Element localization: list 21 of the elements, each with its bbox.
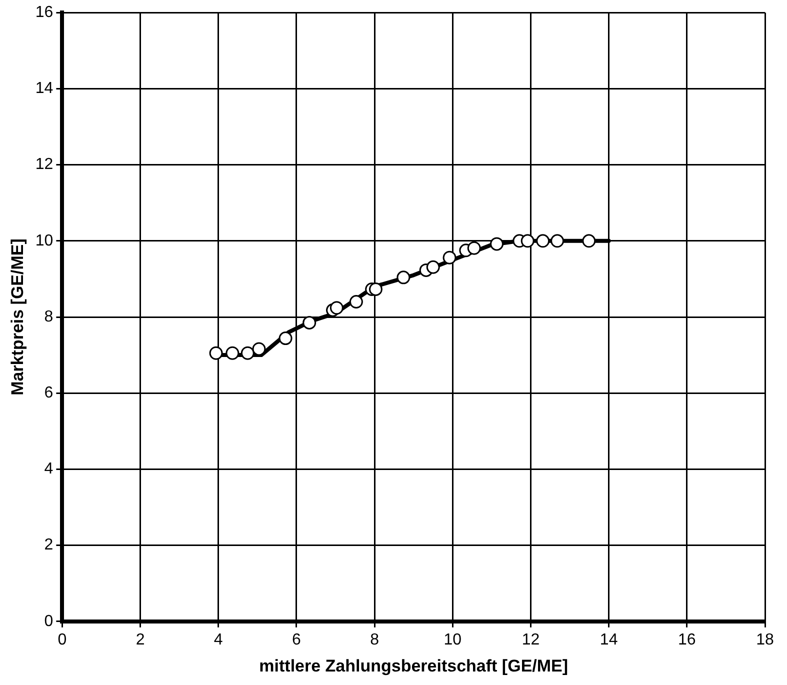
y-tick-label: 16 — [35, 4, 54, 22]
y-tick-label: 2 — [44, 536, 54, 554]
x-tick-label: 2 — [136, 631, 145, 648]
y-tick-label: 0 — [44, 612, 54, 630]
y-tick-label: 14 — [35, 80, 54, 98]
x-axis-title: mittlere Zahlungsbereitschaft [GE/ME] — [259, 656, 568, 676]
x-tick-label: 0 — [58, 631, 67, 648]
x-tick-label: 4 — [214, 631, 223, 648]
x-tick-label: 16 — [678, 631, 696, 648]
y-tick-label: 10 — [35, 232, 54, 250]
y-tick-label: 12 — [35, 156, 54, 174]
x-tick-label: 10 — [444, 631, 462, 648]
x-tick-label: 8 — [370, 631, 380, 648]
x-tick-label: 6 — [292, 631, 302, 648]
y-axis-title: Marktpreis [GE/ME] — [8, 238, 27, 396]
y-tick-label: 8 — [44, 308, 54, 326]
x-tick-label: 12 — [522, 631, 540, 648]
y-tick-label: 4 — [44, 460, 54, 478]
x-tick-label: 14 — [600, 631, 618, 648]
x-tick-label: 18 — [756, 631, 774, 648]
y-tick-label: 6 — [44, 384, 54, 402]
